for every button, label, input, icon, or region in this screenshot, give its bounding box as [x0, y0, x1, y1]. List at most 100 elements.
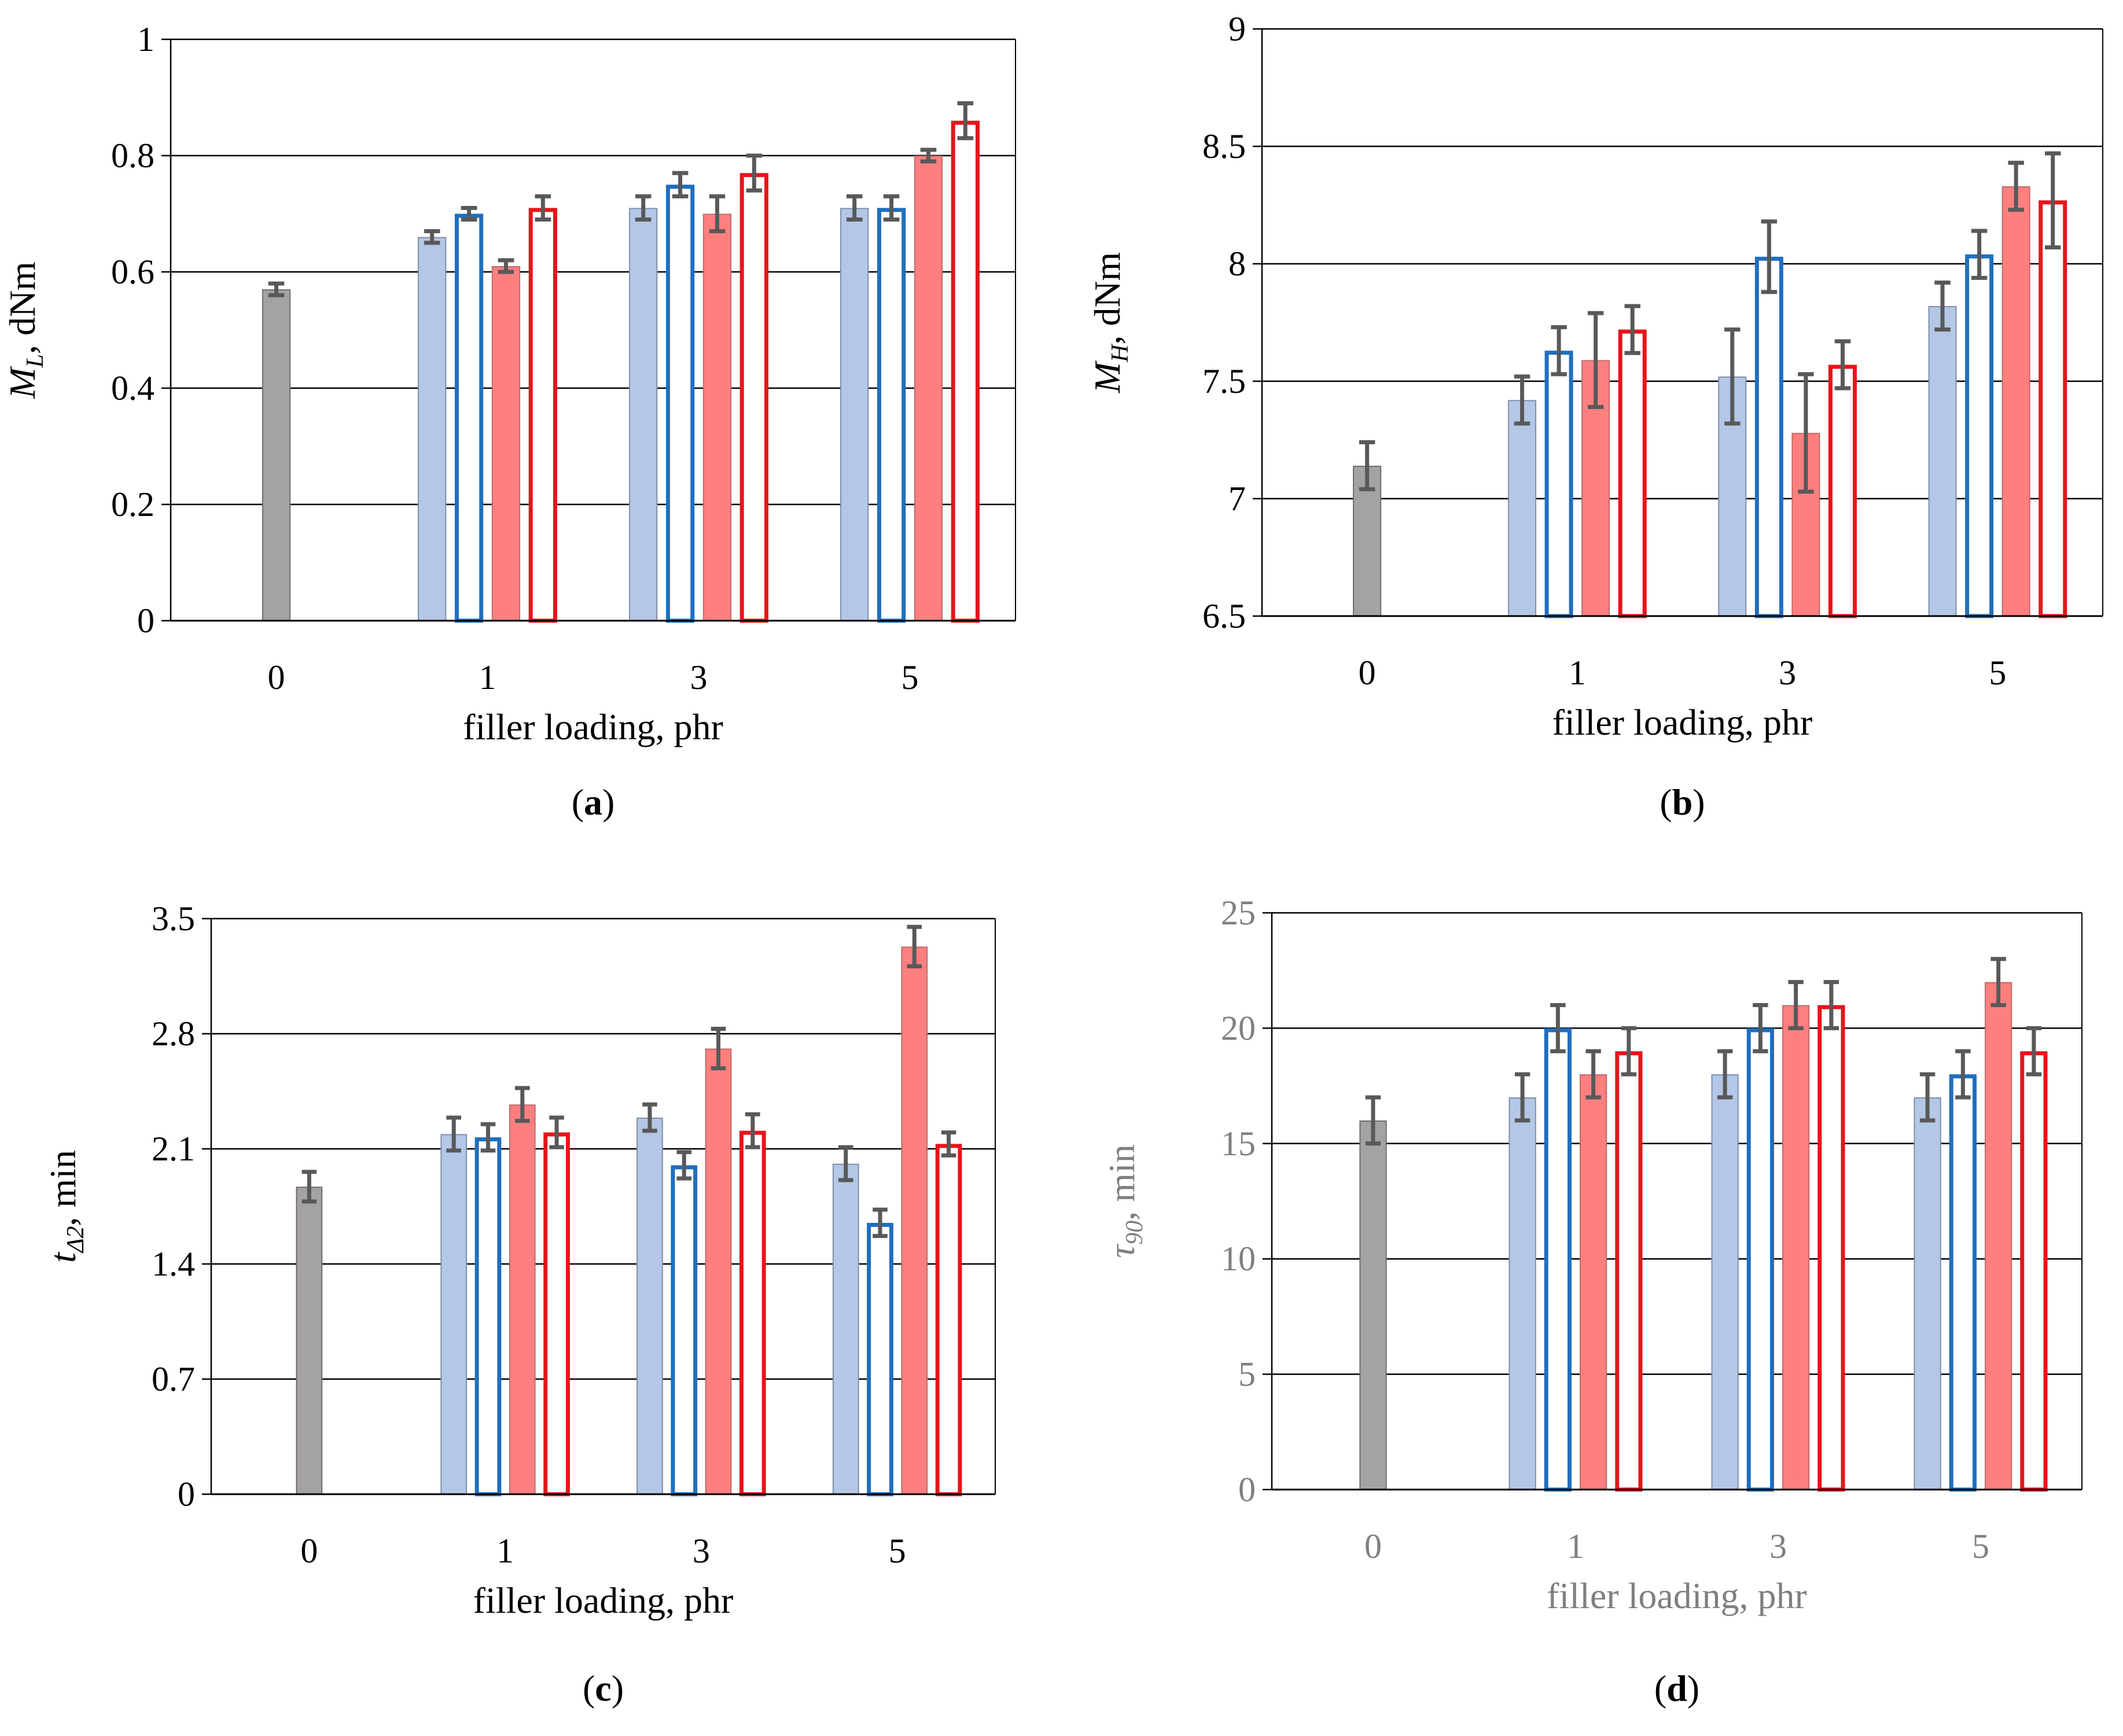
- y-tick-label: 5: [1238, 1355, 1256, 1394]
- x-tick-label: 3: [693, 1532, 710, 1570]
- bar-series-1: [840, 208, 869, 621]
- x-axis-label: filler loading, phr: [1547, 1575, 1807, 1616]
- bar-series-3: [1782, 1005, 1810, 1490]
- x-axis-label: filler loading, phr: [463, 706, 723, 747]
- x-tick-label: 5: [1972, 1527, 1989, 1565]
- y-tick-label: 0: [178, 1475, 195, 1513]
- x-tick-label: 1: [496, 1532, 514, 1570]
- bar-control: [1359, 1120, 1387, 1491]
- bar-series-2: [671, 1165, 698, 1497]
- y-tick-label: 1: [137, 20, 154, 58]
- bars: [1359, 957, 2048, 1492]
- y-tick-label: 2.8: [152, 1015, 195, 1053]
- x-tick-label: 0: [300, 1532, 318, 1570]
- x-tick-label: 5: [902, 658, 919, 696]
- bar-series-3: [705, 1048, 732, 1495]
- y-axis-label: MH, dNm: [1087, 252, 1134, 394]
- bar-series-1: [1508, 1097, 1536, 1491]
- bar-series-3: [1985, 982, 2012, 1490]
- bar-series-4: [1828, 364, 1857, 618]
- bar-series-1: [1711, 1074, 1739, 1491]
- bar-series-3: [509, 1104, 536, 1495]
- bar-series-2: [454, 213, 484, 623]
- bar-series-4: [2020, 1051, 2048, 1492]
- y-axis-label: τ90, min: [1101, 1144, 1148, 1258]
- bar-series-4: [935, 1144, 962, 1497]
- y-tick-label: 7: [1228, 480, 1246, 518]
- x-axis-label: filler loading, phr: [473, 1580, 734, 1621]
- x-tick-label: 0: [268, 658, 285, 696]
- y-tick-label: 0.4: [111, 369, 154, 407]
- y-tick-label: 0.8: [111, 137, 154, 175]
- bar-series-4: [739, 173, 768, 623]
- chart-panel-b: 6.5 7 7.5 8 8.5 9 0 1 3 5 filler loading, phr MH, d…: [1087, 10, 2103, 823]
- x-tick-label: 0: [1359, 654, 1376, 692]
- bar-series-2: [1746, 1028, 1774, 1492]
- bar-series-2: [1544, 1028, 1572, 1492]
- y-tick-label: 2.1: [152, 1130, 195, 1168]
- bar-series-3: [1580, 1074, 1607, 1491]
- bar-series-1: [636, 1117, 663, 1495]
- x-axis-label: filler loading, phr: [1552, 702, 1813, 743]
- bar-series-4: [1615, 1051, 1643, 1492]
- bar-series-4: [543, 1132, 570, 1497]
- bar-series-4: [739, 1130, 766, 1497]
- x-tick-label: 5: [1989, 654, 2006, 692]
- bar-series-1: [1914, 1097, 1941, 1491]
- x-tick-label: 0: [1364, 1527, 1382, 1565]
- bar-series-1: [832, 1163, 859, 1495]
- y-tick-label: 25: [1221, 894, 1256, 932]
- panel-label: (d): [1654, 1668, 1699, 1709]
- chart-panel-c: 0 0.7 1.4 2.1 2.8 3.5 0 1 3 5 filler loading, phr t…: [42, 900, 996, 1709]
- bar-control: [296, 1186, 323, 1495]
- x-tick-label: 5: [889, 1532, 906, 1570]
- y-tick-label: 3.5: [152, 900, 195, 938]
- chart-panel-a: 0 0.2 0.4 0.6 0.8 1 0 1 3 5 filler loading, phr ML,…: [2, 20, 1016, 823]
- x-tick-label: 3: [1779, 654, 1796, 692]
- bars: [1353, 151, 2067, 618]
- bar-series-4: [2039, 200, 2067, 618]
- bar-series-4: [528, 208, 557, 623]
- bar-series-2: [1544, 351, 1573, 618]
- y-tick-label: 1.4: [152, 1245, 195, 1283]
- bar-series-1: [1508, 400, 1537, 617]
- y-tick-label: 0: [1238, 1470, 1256, 1509]
- bars: [296, 924, 962, 1497]
- y-tick-label: 0.6: [111, 253, 154, 291]
- y-tick-label: 6.5: [1202, 597, 1246, 635]
- bar-series-1: [1928, 306, 1957, 617]
- bar-series-2: [1949, 1074, 1977, 1492]
- bar-series-1: [440, 1134, 468, 1495]
- bar-series-3: [2001, 186, 2030, 617]
- y-tick-label: 0.7: [152, 1360, 195, 1398]
- chart-panel-d: 0 5 10 15 20 25 0 1 3 5 filler loading, phr τ90, mi…: [1101, 894, 2082, 1709]
- bar-series-2: [474, 1137, 502, 1497]
- bar-series-4: [1618, 329, 1647, 618]
- y-tick-label: 0.2: [111, 485, 154, 524]
- bar-series-3: [491, 266, 521, 621]
- bar-series-2: [665, 185, 695, 623]
- bar-series-2: [877, 208, 906, 623]
- y-tick-label: 0: [137, 602, 154, 640]
- y-tick-label: 15: [1221, 1125, 1256, 1163]
- x-tick-label: 1: [1567, 1527, 1584, 1565]
- x-tick-label: 1: [1569, 654, 1586, 692]
- panel-label: (c): [583, 1668, 624, 1709]
- y-tick-label: 8.5: [1202, 127, 1246, 165]
- bar-control: [1353, 466, 1382, 617]
- y-tick-label: 20: [1221, 1009, 1256, 1047]
- y-tick-label: 7.5: [1202, 362, 1246, 400]
- x-tick-label: 1: [479, 658, 496, 696]
- bar-series-4: [951, 120, 980, 623]
- bar-series-2: [867, 1222, 893, 1497]
- y-tick-label: 9: [1228, 10, 1246, 48]
- y-tick-label: 10: [1221, 1240, 1256, 1278]
- x-tick-label: 3: [1769, 1527, 1787, 1565]
- y-axis-label: ML, dNm: [2, 261, 49, 399]
- x-tick-label: 3: [690, 658, 708, 696]
- bar-series-4: [1817, 1005, 1845, 1492]
- bar-control: [262, 289, 291, 621]
- bar-series-1: [418, 237, 447, 621]
- y-tick-label: 8: [1228, 245, 1246, 283]
